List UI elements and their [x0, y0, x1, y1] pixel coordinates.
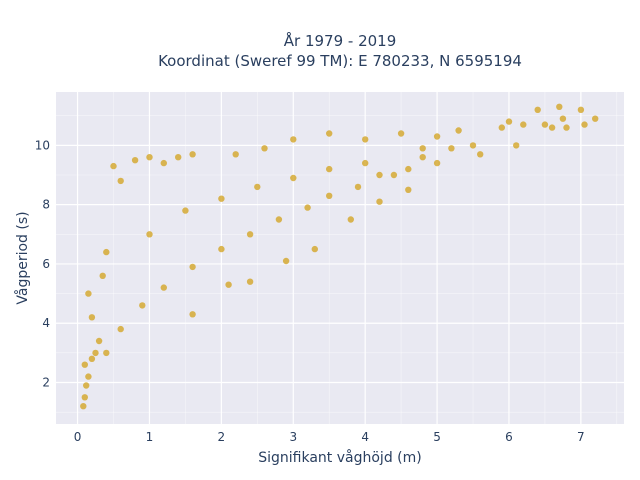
x-tick-label: 0 — [74, 430, 82, 444]
chart-title-line1: År 1979 - 2019 — [284, 31, 397, 50]
scatter-point — [376, 171, 383, 179]
scatter-point — [275, 216, 283, 223]
scatter-point — [175, 154, 182, 161]
scatter-point — [189, 263, 196, 271]
scatter-point — [146, 231, 153, 238]
scatter-point — [139, 302, 146, 309]
scatter-point — [189, 151, 196, 158]
scatter-point — [146, 154, 153, 161]
scatter-point — [189, 311, 196, 318]
scatter-point — [397, 130, 405, 137]
scatter-point — [95, 337, 103, 345]
scatter-point — [304, 204, 311, 211]
y-tick-label: 10 — [35, 138, 50, 152]
scatter-point — [419, 154, 426, 161]
scatter-point — [246, 231, 254, 238]
scatter-point — [81, 361, 89, 368]
scatter-point — [103, 248, 110, 256]
scatter-point — [534, 106, 541, 114]
scatter-point — [160, 284, 167, 291]
scatter-point — [103, 349, 110, 357]
scatter-point — [80, 403, 87, 410]
scatter-point — [218, 195, 225, 202]
scatter-point — [469, 142, 477, 149]
scatter-point — [433, 133, 441, 140]
scatter-point — [85, 373, 92, 380]
scatter-point — [182, 207, 189, 214]
scatter-point — [455, 127, 462, 134]
y-tick-label: 2 — [42, 376, 50, 390]
scatter-point — [225, 281, 232, 288]
scatter-point — [541, 121, 549, 128]
y-axis-ticks: 2 4 6 8 10 — [35, 138, 50, 389]
scatter-point — [548, 124, 556, 131]
scatter-point — [326, 130, 333, 137]
scatter-point — [354, 183, 362, 191]
scatter-point — [117, 325, 124, 333]
scatter-point — [347, 216, 354, 223]
y-tick-label: 4 — [42, 316, 50, 330]
scatter-point — [282, 257, 290, 265]
scatter-point — [92, 349, 99, 357]
scatter-point — [88, 314, 96, 321]
scatter-point — [117, 177, 124, 185]
scatter-point — [246, 278, 254, 285]
scatter-point — [559, 115, 567, 122]
y-axis-title: Vågperiod (s) — [14, 211, 31, 304]
y-tick-label: 8 — [42, 198, 50, 212]
scatter-point — [556, 103, 563, 111]
scatter-point — [592, 115, 599, 122]
scatter-point — [433, 159, 441, 167]
x-tick-label: 7 — [577, 430, 585, 444]
scatter-point — [563, 124, 570, 131]
chart-title-line2: Koordinat (Sweref 99 TM): E 780233, N 65… — [158, 52, 522, 70]
scatter-points — [80, 103, 599, 410]
scatter-point — [254, 183, 261, 191]
x-tick-label: 2 — [218, 430, 226, 444]
scatter-point — [326, 165, 333, 173]
scatter-point — [405, 165, 412, 173]
x-tick-label: 6 — [505, 430, 513, 444]
scatter-point — [88, 355, 96, 362]
scatter-point — [419, 145, 426, 152]
scatter-point — [405, 186, 412, 193]
scatter-point — [290, 136, 297, 143]
plot-area — [56, 92, 624, 424]
scatter-point — [505, 118, 513, 125]
scatter-point — [131, 157, 139, 164]
y-tick-label: 6 — [42, 257, 50, 271]
scatter-point — [498, 124, 505, 131]
scatter-point — [513, 142, 520, 149]
scatter-point — [261, 145, 268, 152]
x-tick-label: 4 — [361, 430, 369, 444]
scatter-point — [160, 159, 167, 167]
scatter-point — [83, 382, 90, 389]
scatter-point — [85, 290, 92, 297]
x-axis-ticks: 0 1 2 3 4 5 6 7 — [74, 430, 585, 444]
scatter-point — [477, 151, 484, 158]
scatter-point — [581, 121, 588, 128]
scatter-point — [218, 245, 225, 253]
scatter-point — [81, 394, 89, 401]
scatter-point — [448, 145, 455, 152]
scatter-point — [520, 121, 527, 128]
x-tick-label: 3 — [289, 430, 297, 444]
scatter-point — [362, 159, 369, 167]
scatter-point — [390, 171, 398, 179]
scatter-point — [99, 272, 106, 279]
scatter-point — [577, 106, 585, 114]
scatter-point — [311, 245, 318, 253]
scatter-point — [326, 192, 333, 199]
scatter-point — [376, 198, 383, 205]
scatter-point — [110, 162, 117, 170]
scatter-point — [232, 151, 239, 158]
x-tick-label: 1 — [146, 430, 154, 444]
x-axis-title: Signifikant våghöjd (m) — [258, 449, 421, 466]
scatter-point — [290, 174, 297, 182]
scatter-point — [362, 136, 369, 143]
x-tick-label: 5 — [433, 430, 441, 444]
